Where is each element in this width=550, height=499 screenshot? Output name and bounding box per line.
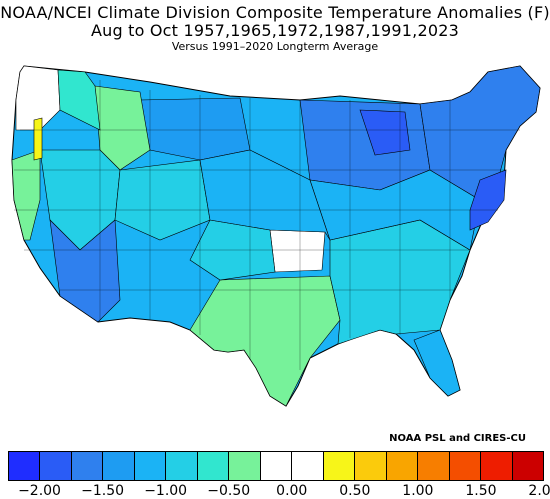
legend-tick-label: −1.50 [81, 483, 125, 499]
legend-swatch [166, 452, 198, 480]
region-kansas [269, 229, 326, 273]
region-pacific-northwest-coast [15, 65, 61, 131]
legend-tick-label: 0.00 [276, 483, 308, 499]
legend-tick-label: 1.00 [402, 483, 434, 499]
legend-tick-label: 1.50 [465, 483, 497, 499]
legend-swatch [292, 452, 324, 480]
us-climate-division-map [11, 65, 541, 407]
color-scale-legend [8, 451, 544, 481]
region-florida [413, 329, 461, 397]
data-credit: NOAA PSL and CIRES-CU [389, 433, 526, 444]
region-rockies [114, 159, 211, 241]
region-idaho [94, 85, 151, 171]
region-northern-plains [139, 97, 251, 161]
map-subtitle-years: Aug to Oct 1957,1965,1972,1987,1991,2023 [91, 21, 459, 40]
region-oklahoma-texas [189, 275, 341, 407]
map-subtitle-baseline: Versus 1991–2020 Longterm Average [171, 40, 379, 53]
legend-swatch [355, 452, 387, 480]
region-oregon-cascades [33, 117, 43, 161]
legend-swatch [449, 452, 482, 480]
legend-swatch [386, 452, 419, 480]
legend-tick-label: −2.00 [18, 483, 61, 499]
legend-swatch [512, 452, 543, 480]
legend-swatch [9, 452, 41, 480]
legend-tick-label: −0.50 [207, 483, 251, 499]
map-title: NOAA/NCEI Climate Division Composite Tem… [0, 3, 550, 22]
legend-swatch [260, 452, 293, 480]
color-scale-ticks: −2.00 −1.50 −1.00 −0.50 0.00 0.50 1.00 1.50 2.00 [0, 483, 550, 499]
legend-swatch [103, 452, 135, 480]
legend-swatch [71, 452, 104, 480]
legend-swatch [197, 452, 230, 480]
legend-swatch [418, 452, 450, 480]
legend-swatch [40, 452, 72, 480]
legend-swatch [134, 452, 167, 480]
legend-swatch [323, 452, 356, 480]
legend-tick-label: 0.50 [339, 483, 371, 499]
legend-tick-label: 2.00 [528, 483, 550, 499]
legend-tick-label: −1.00 [144, 483, 188, 499]
region-washington-east [57, 69, 101, 131]
legend-swatch [481, 452, 513, 480]
region-upper-michigan [359, 109, 411, 156]
legend-swatch [229, 452, 261, 480]
